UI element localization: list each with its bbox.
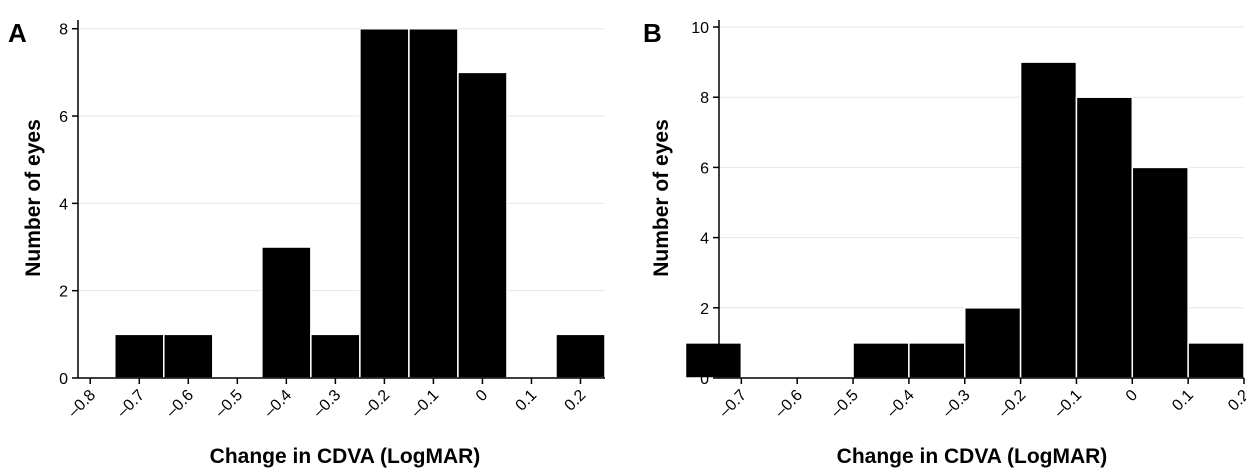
x-tick-label: –0.2 (359, 387, 393, 421)
y-tick-label: 8 (700, 90, 709, 107)
y-tick-label: 0 (700, 371, 709, 388)
x-tick-label: –0.3 (940, 387, 974, 421)
histogram-bar (114, 333, 165, 379)
histogram-bar (163, 333, 214, 379)
x-tick-label: 0.2 (1225, 387, 1246, 415)
x-tick-label: –0.7 (716, 387, 750, 421)
x-tick-label: –0.4 (884, 387, 918, 421)
histogram-bar (1075, 96, 1134, 379)
x-axis-title: Change in CDVA (LogMAR) (210, 445, 481, 468)
y-tick-label: 4 (700, 231, 709, 248)
x-tick-label: –0.6 (163, 387, 197, 421)
histogram-bar (852, 342, 910, 379)
chart-panel-a: A Number of eyes Change in CDVA (LogMAR)… (8, 18, 606, 468)
x-axis-title: Change in CDVA (LogMAR) (837, 445, 1108, 468)
x-tick-label: 0 (473, 387, 491, 405)
y-tick-label: 0 (59, 371, 68, 388)
histogram-a: A Number of eyes Change in CDVA (LogMAR)… (8, 18, 606, 468)
x-tick-label: –0.3 (310, 387, 344, 421)
x-tick-label: –0.5 (212, 387, 246, 421)
histogram-bar (1019, 61, 1078, 379)
x-tick-label: –0.1 (408, 387, 442, 421)
histogram-bar (684, 342, 743, 379)
y-tick-label: 2 (59, 284, 68, 301)
histogram-bar (359, 27, 410, 379)
x-tick-label: –0.2 (995, 387, 1029, 421)
panel-label: B (643, 18, 662, 48)
x-tick-label: 0.1 (513, 387, 541, 415)
y-tick-label: 6 (59, 109, 68, 126)
x-tick-label: –0.7 (114, 387, 148, 421)
x-tick-label: –0.6 (772, 387, 806, 421)
histogram-b: B Number of eyes Change in CDVA (LogMAR)… (643, 18, 1246, 468)
x-tick-label: –0.5 (828, 387, 862, 421)
histogram-bar (963, 307, 1022, 379)
y-axis-title: Number of eyes (650, 119, 673, 277)
histogram-bar (1187, 342, 1245, 379)
panel-label: A (8, 18, 27, 48)
histogram-bar (457, 71, 508, 379)
x-tick-label: –0.1 (1051, 387, 1085, 421)
y-tick-label: 4 (59, 196, 68, 213)
chart-panel-b: B Number of eyes Change in CDVA (LogMAR)… (623, 0, 1246, 471)
x-tick-label: –0.4 (261, 387, 295, 421)
x-tick-label: 0 (1123, 387, 1141, 405)
y-tick-label: 2 (700, 301, 709, 318)
histogram-bar (408, 27, 459, 379)
histogram-bar (555, 333, 606, 379)
y-tick-label: 10 (691, 20, 709, 37)
y-tick-label: 8 (59, 22, 68, 39)
x-tick-label: 0.2 (562, 387, 590, 415)
histogram-bar (908, 342, 966, 379)
y-axis-title: Number of eyes (22, 119, 45, 277)
histogram-bar (1131, 166, 1189, 379)
histogram-bar (261, 246, 312, 379)
x-tick-label: –0.8 (65, 387, 99, 421)
y-tick-label: 6 (700, 160, 709, 177)
x-tick-label: 0.1 (1169, 387, 1197, 415)
histogram-bar (310, 333, 361, 379)
